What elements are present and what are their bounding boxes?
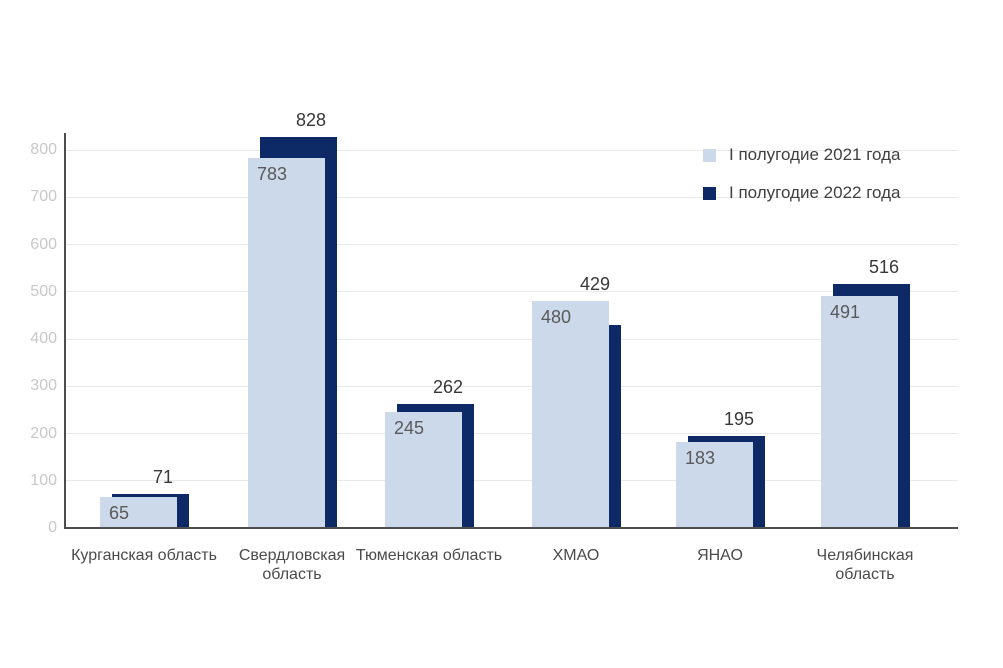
category-label: ХМАО xyxy=(552,547,600,564)
category-label: Тюменская область xyxy=(355,547,503,564)
value-label-2022: 71 xyxy=(152,467,174,488)
gridline xyxy=(65,433,958,434)
y-axis-tick-label: 700 xyxy=(30,188,57,206)
y-axis-tick-label: 0 xyxy=(48,519,57,536)
value-label-2022: 429 xyxy=(579,274,611,295)
value-label-2021: 183 xyxy=(685,447,716,468)
value-label-2021: 65 xyxy=(109,503,130,524)
category-label: Курганская область xyxy=(71,547,217,564)
value-label-2021: 491 xyxy=(830,302,861,322)
legend-label-2021: I полугодие 2021 года xyxy=(729,145,901,164)
y-axis-tick-label: 400 xyxy=(30,330,57,347)
y-axis-tick-label: 100 xyxy=(30,471,57,489)
legend-item-2022: I полугодие 2022 года xyxy=(703,183,900,203)
value-label-2022: 516 xyxy=(868,257,900,278)
y-axis-tick-label: 200 xyxy=(30,424,57,442)
legend-swatch-2021 xyxy=(703,148,716,162)
gridline xyxy=(65,149,958,151)
gridline xyxy=(65,480,958,482)
y-axis-tick-label: 300 xyxy=(30,377,57,395)
legend-swatch-2022 xyxy=(703,186,716,200)
bar-2021 xyxy=(248,158,325,528)
legend-item-2021: I полугодие 2021 года xyxy=(703,145,900,165)
bar-2021 xyxy=(821,296,898,528)
y-axis-tick-label: 600 xyxy=(30,235,57,253)
category-label: Свердловская область xyxy=(238,547,346,583)
value-label-2022: 828 xyxy=(295,109,327,130)
gridline xyxy=(65,385,958,387)
bar-2021 xyxy=(676,441,753,528)
legend: I полугодие 2021 года I полугодие 2022 г… xyxy=(703,145,900,221)
value-label-2022: 262 xyxy=(432,377,464,398)
value-label-2021: 783 xyxy=(257,164,288,185)
gridline xyxy=(65,244,958,245)
value-label-2021: 480 xyxy=(541,307,572,328)
gridline xyxy=(65,196,958,198)
gridline xyxy=(65,338,958,340)
category-label: Челябинская область xyxy=(816,547,914,583)
y-axis-tick-label: 800 xyxy=(30,141,57,158)
category-label: ЯНАО xyxy=(697,547,743,564)
x-axis-line xyxy=(64,527,958,529)
gridline xyxy=(65,291,958,293)
legend-label-2022: I полугодие 2022 года xyxy=(729,183,901,202)
bar-2021 xyxy=(385,412,462,528)
bar-2021 xyxy=(532,301,609,528)
value-label-2021: 245 xyxy=(394,418,425,439)
value-label-2022: 195 xyxy=(723,408,755,429)
bar-2021 xyxy=(100,497,177,528)
y-axis-line xyxy=(64,133,66,528)
y-axis-tick-label: 500 xyxy=(30,282,57,300)
